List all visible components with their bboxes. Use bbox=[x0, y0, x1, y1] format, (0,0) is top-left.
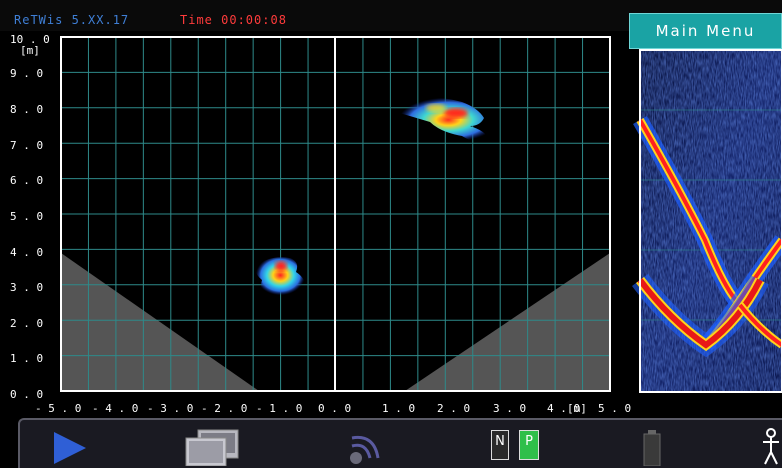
y-tick-label: 10 . 0 bbox=[10, 33, 50, 46]
x-tick-label: 3 . 0 bbox=[493, 402, 527, 415]
x-tick-label: - 5 . 0 bbox=[35, 402, 82, 415]
y-tick-label: 3 . 0 bbox=[10, 281, 44, 294]
plot-frame bbox=[60, 36, 611, 392]
x-tick-label: 1 . 0 bbox=[382, 402, 416, 415]
toolbar-frame bbox=[18, 418, 782, 468]
target-blob-near bbox=[255, 257, 305, 298]
app-name: ReTWis 5.XX.17 bbox=[14, 13, 130, 27]
mode-p-button[interactable]: P bbox=[519, 430, 539, 460]
bottom-toolbar bbox=[0, 418, 782, 468]
x-tick-label: - 4 . 0 bbox=[92, 402, 139, 415]
y-tick-label: 7 . 0 bbox=[10, 139, 44, 152]
x-tick-label: 0 . 0 bbox=[318, 402, 352, 415]
x-tick-label: - 2 . 0 bbox=[201, 402, 248, 415]
y-tick-label: 2 . 0 bbox=[10, 317, 44, 330]
mode-n-button[interactable]: N bbox=[491, 430, 509, 460]
x-tick-label: - 3 . 0 bbox=[147, 402, 194, 415]
y-tick-label: [m] bbox=[20, 44, 40, 57]
bscan-panel bbox=[632, 49, 782, 393]
x-tick-label: 5 . 0 bbox=[598, 402, 632, 415]
y-tick-label: 4 . 0 bbox=[10, 246, 44, 259]
signal-icon[interactable] bbox=[346, 430, 382, 466]
y-tick-label: 1 . 0 bbox=[10, 352, 44, 365]
y-tick-label: 9 . 0 bbox=[10, 67, 44, 80]
y-tick-label: 5 . 0 bbox=[10, 210, 44, 223]
y-tick-label: 8 . 0 bbox=[10, 103, 44, 116]
play-icon[interactable] bbox=[52, 430, 88, 466]
battery-icon bbox=[643, 430, 661, 466]
dead-zone-right bbox=[405, 253, 610, 391]
target-blob-far bbox=[388, 97, 488, 143]
dead-zone-left bbox=[61, 253, 259, 391]
y-tick-label: 0 . 0 bbox=[10, 388, 44, 401]
person-icon[interactable] bbox=[760, 428, 782, 466]
y-tick-label: 6 . 0 bbox=[10, 174, 44, 187]
x-tick-label: - 1 . 0 bbox=[256, 402, 303, 415]
x-tick-label: [m] bbox=[567, 402, 587, 415]
radar-view bbox=[60, 36, 782, 393]
x-tick-label: 2 . 0 bbox=[437, 402, 471, 415]
main-menu-button[interactable]: Main Menu bbox=[629, 13, 782, 49]
elapsed-time: Time 00:00:08 bbox=[180, 13, 287, 27]
x-tick-label: 4 . 0 bbox=[547, 402, 581, 415]
monitors-icon[interactable] bbox=[184, 428, 242, 466]
